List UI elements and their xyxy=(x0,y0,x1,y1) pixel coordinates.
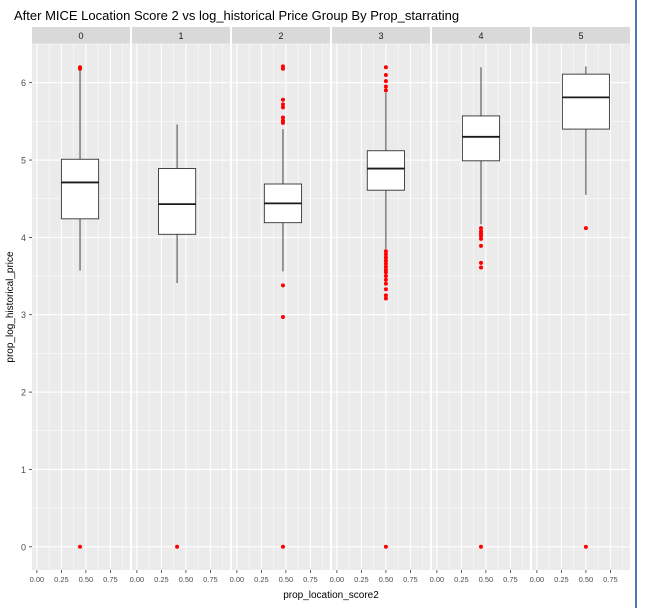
x-tick-label: 0.25 xyxy=(254,575,269,584)
facet-strip-label: 1 xyxy=(178,31,183,41)
outlier-point xyxy=(383,264,388,269)
x-tick-label: 0.75 xyxy=(203,575,218,584)
y-tick-label: 2 xyxy=(21,388,26,398)
facet-panel xyxy=(232,44,330,570)
outlier-point xyxy=(280,544,285,549)
outlier-point xyxy=(383,296,388,301)
outlier-point xyxy=(280,105,285,110)
facet-strip xyxy=(132,27,230,44)
outlier-point xyxy=(479,544,483,549)
outlier-point xyxy=(78,66,83,71)
facet-strip xyxy=(232,27,330,44)
box-iqr xyxy=(158,168,197,235)
x-tick-label: 0.00 xyxy=(30,575,45,584)
x-tick-label: 0.75 xyxy=(403,575,418,584)
outlier-point xyxy=(383,72,388,77)
box-iqr xyxy=(366,150,405,191)
x-tick-label: 0.50 xyxy=(379,575,394,584)
box-iqr xyxy=(461,115,501,162)
outlier-point xyxy=(280,120,285,125)
x-tick-label: 0.00 xyxy=(130,575,145,584)
x-axis-title: prop_location_score2 xyxy=(283,590,379,601)
facet-strip xyxy=(532,27,630,44)
outlier-point xyxy=(383,261,388,266)
outlier-point xyxy=(280,66,285,71)
y-axis-title: prop_log_historical_price xyxy=(5,251,16,363)
outlier-point xyxy=(383,79,388,84)
outlier-point xyxy=(383,270,388,275)
x-tick-label: 0.00 xyxy=(430,575,445,584)
facet-strip-label: 0 xyxy=(78,31,83,41)
x-tick-label: 0.25 xyxy=(554,575,569,584)
outlier-point xyxy=(479,265,483,270)
window-edge xyxy=(635,0,637,608)
facet-panel xyxy=(332,44,430,570)
box-iqr xyxy=(60,158,100,220)
facet-strip xyxy=(32,27,130,44)
outlier-point xyxy=(479,243,483,248)
x-tick-label: 0.50 xyxy=(479,575,494,584)
x-tick-label: 0.50 xyxy=(179,575,194,584)
outlier-point xyxy=(383,84,388,89)
y-tick-label: 1 xyxy=(21,465,26,475)
facet-strip xyxy=(432,27,530,44)
box-iqr xyxy=(561,73,610,130)
facet-strip-label: 4 xyxy=(478,31,483,41)
outlier-point xyxy=(383,281,388,286)
x-tick-label: 0.00 xyxy=(530,575,545,584)
outlier-point xyxy=(280,102,285,107)
outlier-point xyxy=(280,115,285,120)
outlier-point xyxy=(383,274,388,279)
x-tick-label: 0.75 xyxy=(503,575,518,584)
x-tick-label: 0.75 xyxy=(303,575,318,584)
x-tick-label: 0.50 xyxy=(79,575,94,584)
outlier-point xyxy=(383,249,388,254)
facet-strip-label: 2 xyxy=(278,31,283,41)
y-tick-label: 4 xyxy=(21,233,26,243)
y-tick-label: 3 xyxy=(21,310,26,320)
outlier-point xyxy=(280,283,285,288)
outlier-point xyxy=(583,226,588,231)
x-tick-label: 0.00 xyxy=(330,575,345,584)
x-tick-label: 0.00 xyxy=(230,575,245,584)
facet-panel xyxy=(32,44,130,570)
outlier-point xyxy=(383,258,388,263)
facet-strip-label: 5 xyxy=(578,31,583,41)
outlier-point xyxy=(78,544,83,549)
y-tick-label: 5 xyxy=(21,156,26,166)
x-tick-label: 0.50 xyxy=(579,575,594,584)
y-tick-label: 0 xyxy=(21,542,26,552)
outlier-point xyxy=(280,315,285,320)
x-tick-label: 0.75 xyxy=(103,575,118,584)
outlier-point xyxy=(479,226,483,231)
x-tick-label: 0.25 xyxy=(354,575,369,584)
outlier-point xyxy=(383,544,388,549)
outlier-point xyxy=(479,233,483,238)
x-tick-label: 0.25 xyxy=(54,575,69,584)
facet-strip-label: 3 xyxy=(378,31,383,41)
chart-title: After MICE Location Score 2 vs log_histo… xyxy=(14,8,460,23)
outlier-point xyxy=(583,544,588,549)
outlier-point xyxy=(383,252,388,257)
y-tick-label: 6 xyxy=(21,78,26,88)
outlier-point xyxy=(383,277,388,282)
outlier-point xyxy=(479,260,483,265)
x-tick-label: 0.50 xyxy=(279,575,294,584)
outlier-point xyxy=(383,293,388,298)
facet-strip xyxy=(332,27,430,44)
x-tick-label: 0.75 xyxy=(603,575,618,584)
outlier-point xyxy=(383,287,388,292)
x-tick-label: 0.25 xyxy=(454,575,469,584)
outlier-point xyxy=(280,97,285,102)
facet-panel xyxy=(532,44,630,570)
outlier-point xyxy=(383,65,388,70)
outlier-point xyxy=(383,88,388,93)
facet-panel xyxy=(132,44,230,570)
x-tick-label: 0.25 xyxy=(154,575,169,584)
outlier-point xyxy=(175,544,180,549)
outlier-point xyxy=(479,236,483,241)
outlier-point xyxy=(383,255,388,260)
